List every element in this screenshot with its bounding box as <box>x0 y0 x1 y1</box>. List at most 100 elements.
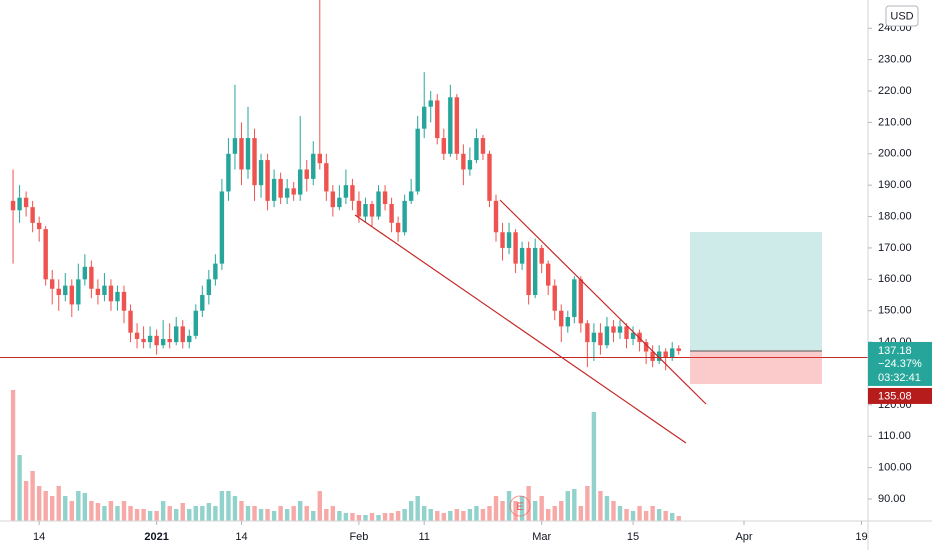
volume-bar <box>63 496 68 521</box>
volume-bar <box>226 491 231 521</box>
volume-bar <box>174 509 179 521</box>
candle-body <box>271 178 277 201</box>
volume-bar <box>115 506 120 521</box>
x-tick-label: 19 <box>855 531 867 543</box>
candle-body <box>474 138 479 161</box>
price-pane <box>0 0 868 371</box>
candle-body <box>63 285 68 296</box>
candle-body <box>493 200 499 233</box>
volume-bar <box>95 503 101 521</box>
candle-body <box>187 335 192 343</box>
candle-body <box>506 232 512 248</box>
drawings: E <box>354 199 822 517</box>
volume-bar <box>369 513 375 521</box>
volume-bar <box>637 506 642 521</box>
volume-bar <box>611 501 616 521</box>
volume-bar <box>343 513 349 521</box>
volume-bar <box>559 501 564 521</box>
candle-body <box>36 222 42 230</box>
line-price-box <box>868 387 932 404</box>
candle-body <box>415 128 420 192</box>
candle-body <box>428 100 433 107</box>
volume-bar <box>317 491 322 521</box>
trend-line <box>499 199 707 405</box>
volume-bar <box>17 455 22 521</box>
candle-body <box>624 326 629 339</box>
volume-bar <box>298 501 303 521</box>
candle-body <box>526 247 531 296</box>
y-tick-label: 110.00 <box>878 430 911 442</box>
volume-bar <box>154 511 159 521</box>
earnings-icon-glyph: E <box>516 501 523 513</box>
volume-bar <box>402 509 407 521</box>
candle-body <box>10 200 16 211</box>
candle-body <box>363 204 368 217</box>
candle-body <box>265 160 270 201</box>
candle-body <box>532 247 538 296</box>
earnings-icon[interactable] <box>509 495 531 517</box>
volume-bar <box>200 506 205 521</box>
candle-body <box>213 263 218 280</box>
volume-bar <box>546 509 551 521</box>
candle-body <box>356 200 362 217</box>
candle-body <box>56 288 61 296</box>
candle-body <box>134 332 140 339</box>
volume-bar <box>480 509 486 521</box>
line-price: 135.08 <box>878 390 912 402</box>
candle-body <box>389 204 394 223</box>
candle-body <box>278 178 283 198</box>
candle-body <box>591 332 597 343</box>
volume-bar <box>526 486 531 521</box>
volume-bar <box>180 503 185 521</box>
volume-bar <box>408 501 414 521</box>
candle-body <box>578 279 584 324</box>
currency-box[interactable] <box>885 5 919 27</box>
candle-body <box>676 348 681 351</box>
candle-body <box>650 351 655 361</box>
candle-body <box>663 351 668 358</box>
volume-bar <box>193 506 198 521</box>
price-labels: 137.18−24.37% 03:32:41 135.08 <box>868 341 932 404</box>
volume-bar <box>604 496 610 521</box>
candle-body <box>343 185 349 198</box>
x-tick-label: Apr <box>735 531 752 543</box>
candle-body <box>30 207 35 223</box>
volume-bar <box>356 515 362 521</box>
candle-body <box>395 222 401 233</box>
candle-body <box>448 97 453 154</box>
volume-bar <box>487 506 492 521</box>
volume-bar <box>265 509 270 521</box>
candle-body <box>382 191 388 205</box>
candle-body <box>422 106 427 129</box>
candle-body <box>324 163 329 192</box>
candle-body <box>311 153 316 179</box>
y-tick-label: 240.00 <box>878 22 912 34</box>
candle-body <box>304 169 309 179</box>
volume-bar <box>630 511 636 521</box>
candle-body <box>643 342 649 352</box>
volume-bar <box>245 506 251 521</box>
candle-body <box>232 138 238 154</box>
candle-body <box>670 348 675 358</box>
y-tick-label: 90.00 <box>878 493 906 505</box>
volume-bar <box>167 506 172 521</box>
candle-body <box>174 326 179 343</box>
candle-body <box>461 153 466 170</box>
last-price: 137.18 <box>878 345 912 357</box>
y-tick-label: 100.00 <box>878 462 912 474</box>
y-tick-label: 190.00 <box>878 179 912 191</box>
volume-bar <box>493 496 499 521</box>
volume-bar <box>36 486 42 521</box>
candle-body <box>559 310 564 327</box>
volume-bar <box>539 496 544 521</box>
x-tick-label: 11 <box>418 531 429 543</box>
volume-bar <box>311 511 316 521</box>
volume-bar <box>415 496 420 521</box>
volume-bar <box>69 501 74 521</box>
countdown: 03:32:41 <box>878 372 921 384</box>
volume-bar <box>624 509 629 521</box>
volume-bar <box>147 511 153 521</box>
candle-body <box>258 160 264 186</box>
volume-bar <box>291 506 296 521</box>
volume-bar <box>572 489 577 521</box>
